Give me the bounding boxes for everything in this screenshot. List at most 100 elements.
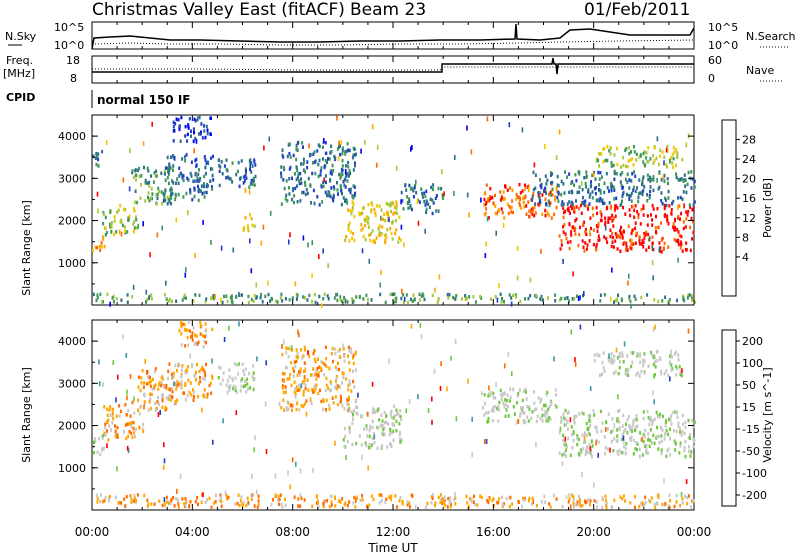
data-cell	[336, 387, 339, 391]
data-cell	[104, 433, 107, 437]
data-cell	[228, 375, 231, 379]
data-cell	[408, 199, 411, 204]
data-cell	[175, 382, 178, 387]
data-cell	[161, 503, 164, 508]
data-cell	[370, 209, 372, 214]
data-cell	[336, 147, 339, 151]
data-cell	[485, 183, 488, 187]
data-cell	[181, 298, 184, 302]
data-cell	[310, 201, 312, 205]
data-cell	[630, 191, 633, 196]
data-cell	[583, 203, 586, 208]
data-cell	[282, 398, 285, 402]
data-cell	[496, 297, 499, 303]
data-cell	[347, 408, 350, 413]
data-cell	[329, 380, 332, 384]
data-cell	[96, 295, 99, 300]
data-cell	[270, 502, 273, 507]
data-cell	[622, 190, 625, 195]
data-cell	[678, 451, 681, 455]
data-cell	[365, 216, 368, 220]
data-cell	[340, 174, 343, 178]
data-cell	[150, 392, 153, 397]
data-cell	[353, 409, 355, 413]
data-cell	[173, 504, 176, 508]
data-cell	[408, 183, 411, 188]
data-cell	[119, 203, 122, 208]
data-cell	[193, 117, 196, 122]
data-cell	[285, 351, 288, 355]
data-cell	[303, 375, 306, 379]
data-cell	[293, 360, 296, 364]
data-cell	[581, 239, 584, 243]
data-cell	[685, 479, 688, 485]
data-cell	[693, 179, 696, 184]
data-cell	[187, 178, 190, 182]
data-cell	[210, 116, 212, 120]
data-cell	[149, 196, 152, 200]
data-cell	[109, 405, 112, 409]
data-cell	[293, 194, 296, 198]
data-cell	[264, 401, 267, 407]
data-cell	[172, 164, 175, 168]
data-cell	[611, 219, 614, 223]
data-cell	[339, 176, 342, 180]
data-cell	[543, 403, 545, 408]
data-cell	[395, 200, 398, 204]
data-cell	[626, 165, 629, 169]
data-cell	[627, 367, 630, 372]
data-cell	[479, 294, 482, 299]
data-cell	[298, 383, 301, 388]
data-cell	[170, 499, 172, 504]
data-cell	[318, 365, 321, 369]
data-cell	[184, 159, 187, 163]
data-cell	[496, 211, 498, 216]
data-cell	[524, 183, 526, 187]
data-cell	[572, 498, 575, 502]
data-cell	[639, 352, 642, 356]
data-cell	[303, 381, 306, 386]
data-cell	[625, 442, 628, 446]
data-cell	[147, 195, 149, 200]
data-cell	[646, 160, 649, 164]
data-cell	[575, 502, 578, 507]
data-cell	[646, 293, 649, 297]
data-cell	[122, 334, 124, 340]
data-cell	[198, 132, 200, 136]
data-cell	[616, 162, 619, 167]
data-cell	[516, 275, 519, 281]
data-cell	[156, 400, 159, 404]
data-cell	[614, 239, 617, 243]
data-cell	[295, 177, 298, 182]
data-cell	[496, 406, 498, 411]
data-cell	[647, 364, 650, 368]
data-cell	[522, 389, 525, 394]
data-cell	[203, 388, 206, 392]
data-cell	[353, 214, 356, 219]
data-cell	[631, 426, 634, 430]
data-cell	[619, 229, 621, 233]
data-cell	[638, 178, 641, 182]
data-cell	[509, 387, 512, 392]
colorbar-tick-label: 16	[742, 192, 756, 205]
data-cell	[180, 115, 183, 120]
data-cell	[549, 171, 552, 175]
data-cell	[143, 392, 146, 398]
data-cell	[480, 197, 482, 203]
data-cell	[247, 294, 250, 299]
data-cell	[389, 442, 391, 446]
data-cell	[149, 392, 151, 396]
data-cell	[568, 172, 571, 176]
data-cell	[621, 194, 624, 199]
data-cell	[328, 388, 331, 393]
data-cell	[525, 397, 528, 401]
data-cell	[537, 194, 540, 198]
data-cell	[541, 407, 544, 412]
data-cell	[284, 197, 287, 201]
data-cell	[643, 371, 646, 375]
data-cell	[342, 438, 345, 442]
data-cell	[577, 437, 580, 442]
data-cell	[347, 174, 350, 178]
data-cell	[455, 294, 458, 298]
data-cell	[433, 368, 436, 374]
